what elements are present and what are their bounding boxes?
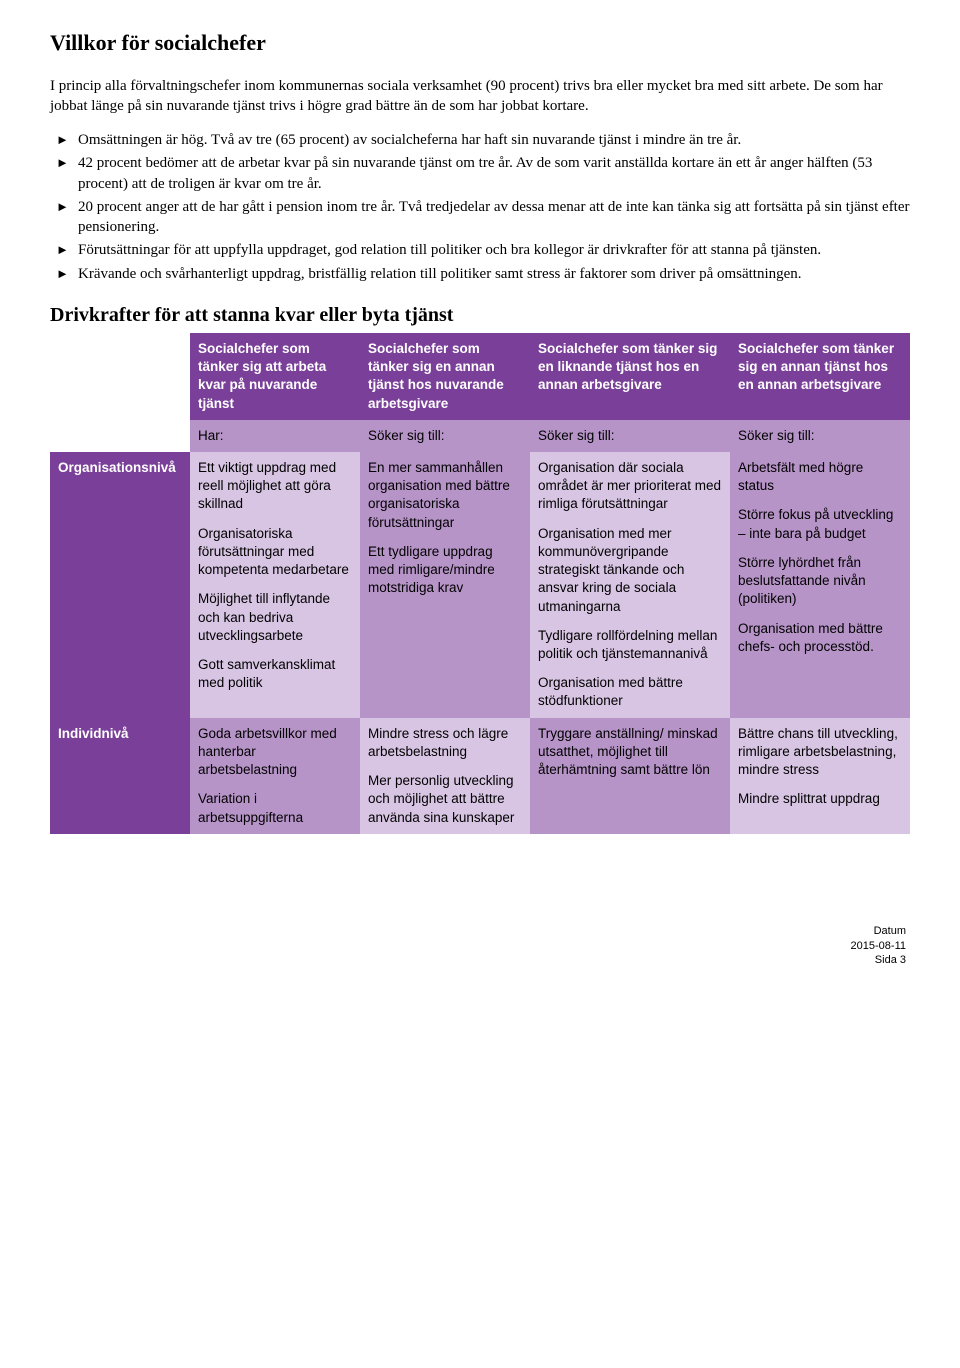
cell-para: Gott samverkansklimat med politik xyxy=(198,656,352,692)
cell-para: Ett tydligare uppdrag med rimligare/mind… xyxy=(368,543,522,598)
table-row-ind: Individnivå Goda arbetsvillkor med hante… xyxy=(50,718,910,834)
cell-para: Organisation med mer kommunövergripande … xyxy=(538,525,722,616)
cell-ind-2: Mindre stress och lägre arbetsbelastning… xyxy=(360,718,530,834)
cell-para: Mindre stress och lägre arbetsbelastning xyxy=(368,725,522,761)
row-label-ind: Individnivå xyxy=(50,718,190,834)
cell-para: Tydligare rollfördelning mellan politik … xyxy=(538,627,722,663)
subheader-cell: Söker sig till: xyxy=(360,420,530,452)
col-header: Socialchefer som tänker sig en liknande … xyxy=(530,333,730,420)
row-label-org: Organisationsnivå xyxy=(50,452,190,718)
table-row-org: Organisationsnivå Ett viktigt uppdrag me… xyxy=(50,452,910,718)
page-title: Villkor för socialchefer xyxy=(50,28,910,58)
footer-datum: Datum xyxy=(50,924,906,939)
cell-para: Ett viktigt uppdrag med reell möjlighet … xyxy=(198,459,352,514)
col-header: Socialchefer som tänker sig en annan tjä… xyxy=(360,333,530,420)
cell-ind-4: Bättre chans till utveckling, rimligare … xyxy=(730,718,910,834)
intro-paragraph: I princip alla förvaltningschefer inom k… xyxy=(50,76,910,117)
cell-para: Organisation med bättre chefs- och proce… xyxy=(738,620,902,656)
cell-para: Organisation där sociala området är mer … xyxy=(538,459,722,514)
bullet-item: 20 procent anger att de har gått i pensi… xyxy=(54,197,910,238)
subheader-cell: Söker sig till: xyxy=(530,420,730,452)
col-header: Socialchefer som tänker sig att arbeta k… xyxy=(190,333,360,420)
cell-org-3: Organisation där sociala området är mer … xyxy=(530,452,730,718)
cell-para: Arbetsfält med högre status xyxy=(738,459,902,495)
table-header-row: Socialchefer som tänker sig att arbeta k… xyxy=(50,333,910,420)
cell-ind-3: Tryggare anställning/ minskad utsatthet,… xyxy=(530,718,730,834)
cell-para: Möjlighet till inflytande och kan bedriv… xyxy=(198,590,352,645)
bullet-list: Omsättningen är hög. Två av tre (65 proc… xyxy=(50,130,910,284)
cell-para: Större lyhördhet från beslutsfattande ni… xyxy=(738,554,902,609)
header-blank xyxy=(50,333,190,420)
cell-org-4: Arbetsfält med högre status Större fokus… xyxy=(730,452,910,718)
bullet-item: Omsättningen är hög. Två av tre (65 proc… xyxy=(54,130,910,150)
cell-para: Mindre splittrat uppdrag xyxy=(738,790,902,808)
bullet-item: Krävande och svårhanterligt uppdrag, bri… xyxy=(54,264,910,284)
bullet-item: 42 procent bedömer att de arbetar kvar p… xyxy=(54,153,910,194)
cell-ind-1: Goda arbetsvillkor med hanterbar arbetsb… xyxy=(190,718,360,834)
cell-para: En mer sammanhållen organisation med bät… xyxy=(368,459,522,532)
cell-para: Organisation med bättre stödfunktioner xyxy=(538,674,722,710)
col-header: Socialchefer som tänker sig en annan tjä… xyxy=(730,333,910,420)
cell-para: Större fokus på utveckling – inte bara p… xyxy=(738,506,902,542)
section-title: Drivkrafter för att stanna kvar eller by… xyxy=(50,302,910,329)
cell-org-1: Ett viktigt uppdrag med reell möjlighet … xyxy=(190,452,360,718)
footer-page: Sida 3 xyxy=(50,953,906,968)
footer-date: 2015-08-11 xyxy=(50,939,906,954)
drivers-table: Socialchefer som tänker sig att arbeta k… xyxy=(50,333,910,834)
subheader-cell: Söker sig till: xyxy=(730,420,910,452)
cell-para: Organisatoriska förutsättningar med komp… xyxy=(198,525,352,580)
cell-org-2: En mer sammanhållen organisation med bät… xyxy=(360,452,530,718)
cell-para: Mer personlig utveckling och möjlighet a… xyxy=(368,772,522,827)
cell-para: Goda arbetsvillkor med hanterbar arbetsb… xyxy=(198,725,352,780)
subheader-cell: Har: xyxy=(190,420,360,452)
cell-para: Variation i arbetsuppgifterna xyxy=(198,790,352,826)
subheader-blank xyxy=(50,420,190,452)
cell-para: Tryggare anställning/ minskad utsatthet,… xyxy=(538,725,722,780)
cell-para: Bättre chans till utveckling, rimligare … xyxy=(738,725,902,780)
table-subheader-row: Har: Söker sig till: Söker sig till: Sök… xyxy=(50,420,910,452)
page-footer: Datum 2015-08-11 Sida 3 xyxy=(50,924,910,969)
bullet-item: Förutsättningar för att uppfylla uppdrag… xyxy=(54,240,910,260)
